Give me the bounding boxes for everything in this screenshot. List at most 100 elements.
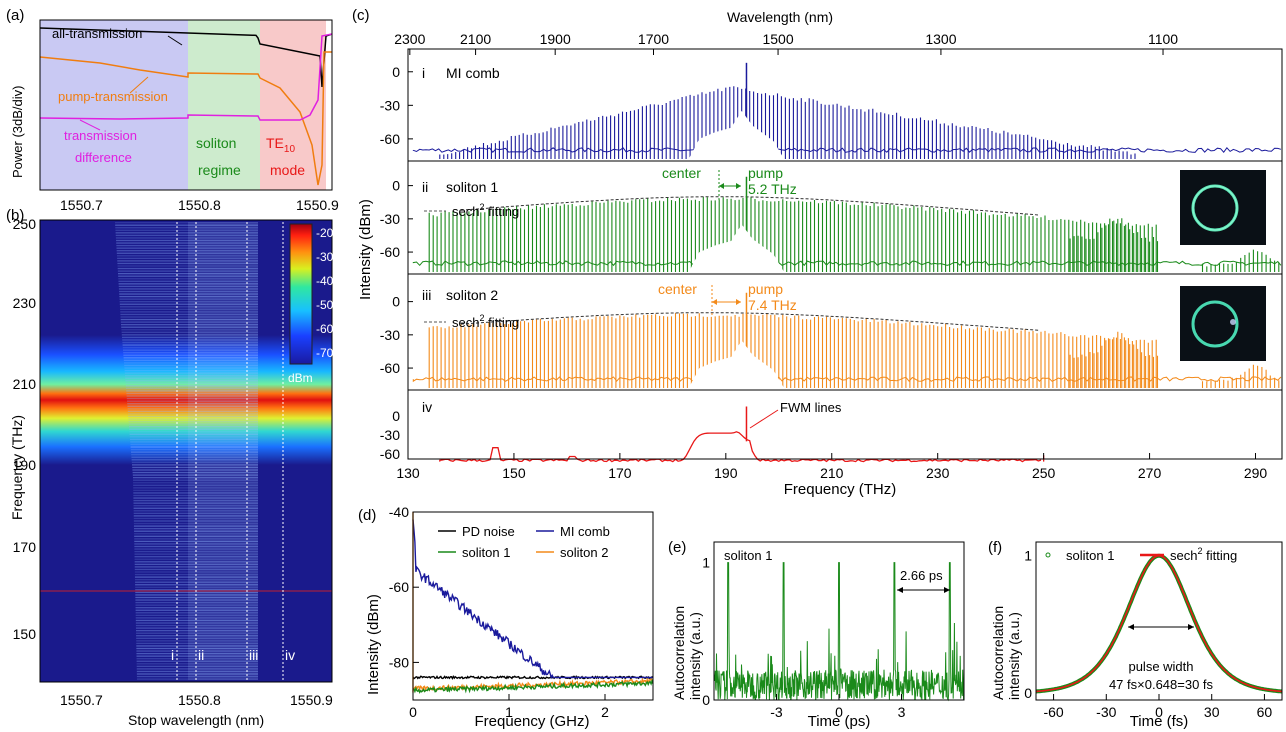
spectrum-iv (439, 431, 1042, 463)
heatmap-comb-line (130, 446, 258, 448)
panel-e-xtick-0: -3 (770, 704, 783, 720)
heatmap-markers: i ii iii iv (171, 222, 295, 680)
legend-soliton1: soliton 1 (462, 545, 510, 560)
heatmap-comb-line (123, 349, 258, 351)
heatmap-comb-line (116, 242, 258, 244)
all-transmission-pointer (167, 35, 183, 46)
panel-c-spectra: 0 -30 -60 0 -30 -60 0 -30 -60 0 -30 -60 (380, 62, 1282, 463)
heatmap-comb-line (134, 528, 258, 530)
row-iii-fit-sup: 2 (479, 313, 484, 323)
heatmap-comb-line (115, 229, 258, 231)
heatmap-comb-region (40, 222, 332, 680)
heatmap-comb-line (131, 459, 258, 461)
mi-comb-curve (412, 519, 653, 680)
panel-e-ylabel-1: Autocorrelation (671, 606, 687, 700)
panel-b: (b) i ii iii iv -20-30-40-50-60-70 dBm 2502… (6, 207, 334, 728)
panel-e-label: (e) (668, 539, 686, 556)
heatmap-comb-line (135, 586, 258, 588)
panel-c-xtick-4: 210 (820, 465, 844, 481)
heatmap-comb-line (118, 288, 259, 290)
heatmap-comb-line (116, 239, 258, 242)
heatmap-comb-line (134, 576, 258, 578)
heatmap-comb-line (131, 451, 258, 453)
panel-d-ytick-1: -60 (389, 579, 409, 595)
legend-fit-sup: 2 (1197, 546, 1202, 556)
autocorrelation-trace (713, 562, 965, 702)
heatmap-comb-line (133, 479, 258, 481)
heatmap-comb-line (136, 630, 258, 632)
panel-b-xlabel: Stop wavelength (nm) (128, 712, 264, 728)
heatmap-comb-line (116, 255, 258, 257)
panel-b-ytick-3: 190 (13, 457, 37, 473)
label-regime: regime (198, 162, 241, 178)
fwm-label: FWM lines (780, 400, 842, 415)
panel-b-yticks: 250 230 210 190 170 150 (13, 216, 37, 642)
heatmap-comb-line (124, 362, 258, 364)
panel-b-ytick-2: 210 (13, 376, 37, 392)
heatmap-comb-line (123, 359, 258, 361)
period-arrowhead-left (897, 587, 903, 593)
heatmap-comb-line (133, 505, 258, 507)
heatmap-comb-line (127, 408, 258, 410)
heatmap-comb-line (121, 334, 258, 336)
heatmap-comb-line (124, 367, 259, 369)
heatmap-comb-line (133, 477, 258, 479)
panel-f-xtick-0: -60 (1043, 704, 1063, 720)
label-all-transmission: all-transmission (52, 26, 142, 41)
spectrum-mi (412, 62, 1282, 159)
heatmap-comb-line (122, 339, 258, 341)
transmission-difference-curve (39, 33, 333, 121)
spectrum-s2 (412, 292, 1282, 388)
panel-f-ticks: -60 -30 0 30 60 0 1 (1024, 548, 1272, 720)
heatmap-comb-line (130, 441, 258, 443)
legend-fit-tail: fitting (1202, 548, 1237, 563)
ring-image-2 (1180, 286, 1266, 361)
panel-c-xtick-6: 250 (1032, 465, 1056, 481)
heatmap-comb-line (130, 443, 258, 446)
panel-c-xticks: 130 150 170 190 210 230 250 270 290 (396, 453, 1267, 481)
heatmap-comb-line (117, 257, 258, 259)
panel-b-ytick-1: 230 (13, 295, 37, 311)
legend-fit: sech2 fitting (1170, 546, 1237, 563)
heatmap-comb-line (120, 316, 258, 318)
heatmap-comb-line (127, 405, 259, 407)
panel-b-ylabel: Frequency (THz) (9, 415, 25, 520)
period-arrowhead-right (944, 587, 950, 593)
heatmap-comb-line (120, 313, 259, 316)
ring-2 (1191, 300, 1239, 348)
comb-lines-s2 (428, 313, 1157, 388)
heatmap-comb-line (116, 250, 259, 252)
heatmap-comb-line (136, 665, 258, 667)
row-0-ytick-2: -60 (380, 131, 400, 147)
row-iii-number: iii (422, 287, 431, 303)
pump-transmission-pointer (129, 76, 149, 94)
heatmap-comb-line (136, 642, 258, 645)
label-mode: mode (270, 162, 305, 178)
panel-b-label: (b) (6, 207, 24, 224)
soliton1-curve (412, 678, 654, 694)
heatmap-comb-line (133, 492, 258, 494)
heatmap-comb-line (119, 306, 258, 308)
heatmap-comb-line (118, 283, 258, 285)
label-te: TE10 (266, 135, 295, 155)
dispersive-wave-s2 (1069, 331, 1159, 388)
row-ii-center-label: center (662, 165, 701, 181)
heatmap-comb-line (132, 464, 258, 466)
ase-hump-mi (688, 110, 785, 159)
heatmap-low-line (40, 590, 332, 592)
heatmap-comb-line (119, 290, 258, 293)
heatmap-comb-line (133, 484, 258, 486)
panel-c-toptick-6: 1100 (1148, 31, 1178, 47)
panel-e-ylabel-2: intensity (a.u.) (687, 612, 703, 700)
panel-d-xtick-2: 2 (601, 704, 609, 720)
colorbar-tick-1: -30 (316, 250, 334, 264)
heatmap-comb-line (117, 267, 258, 270)
panel-d: (d) 0 1 2 -40 -60 -80 Frequency (GHz) Intensi… (358, 504, 654, 730)
panel-c-toptick-2: 1900 (540, 31, 571, 47)
panel-d-ytick-0: -40 (389, 504, 409, 520)
heatmap-comb-line (135, 619, 258, 622)
panel-b-ytick-5: 150 (13, 626, 37, 642)
colorbar-tick-4: -60 (316, 322, 334, 336)
heatmap-comb-line (136, 655, 258, 657)
row-ii-name: soliton 1 (446, 179, 498, 195)
